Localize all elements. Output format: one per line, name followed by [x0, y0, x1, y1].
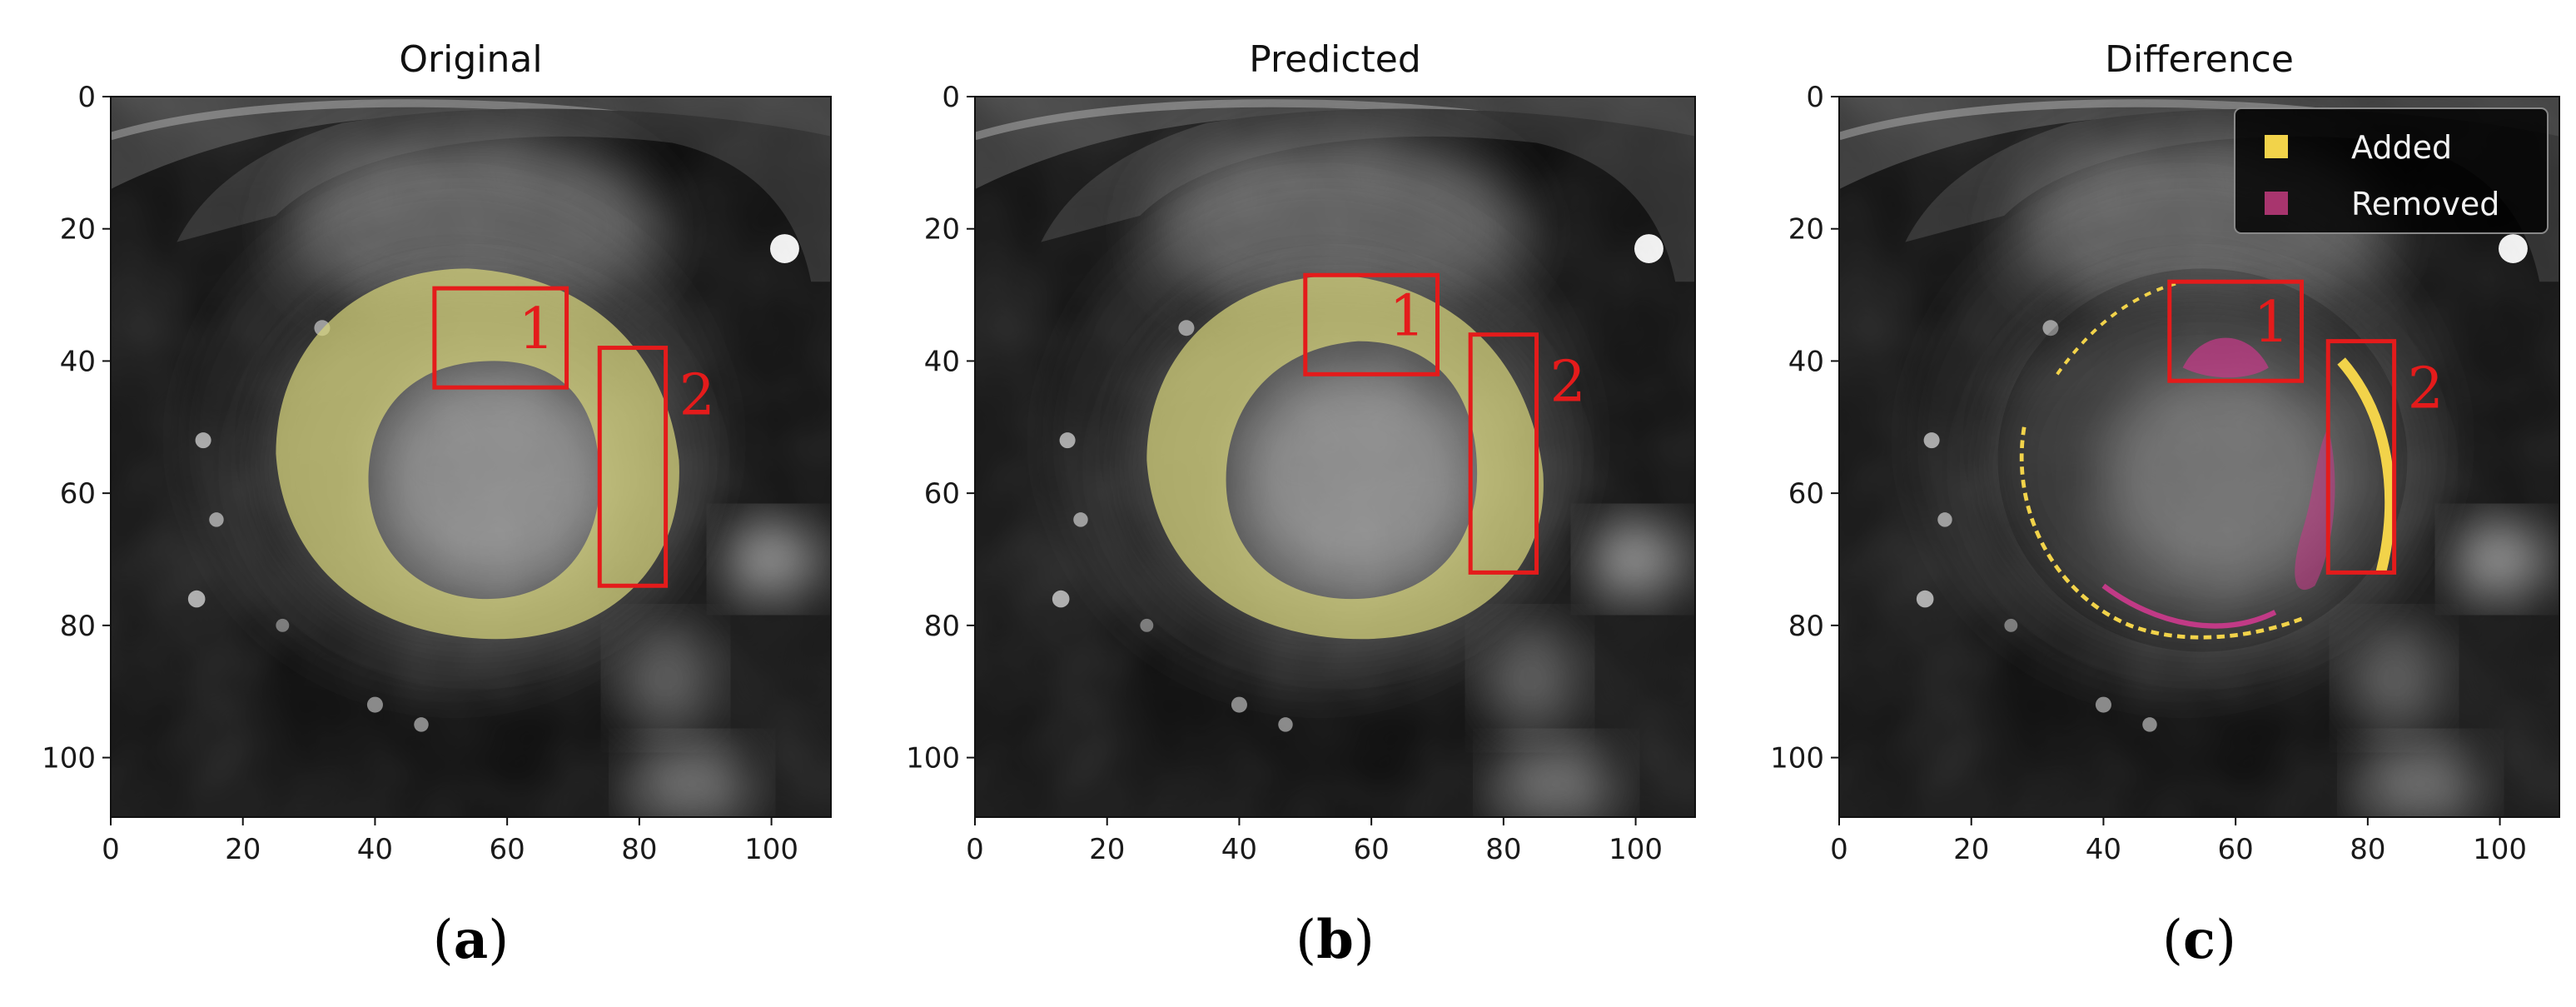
legend: Added Removed [2234, 107, 2549, 234]
axes-frame [974, 96, 1696, 818]
y-tick-label: 80 [1788, 610, 1824, 643]
region-label-1: 1 [2254, 290, 2290, 356]
x-tick-label: 100 [744, 833, 798, 866]
y-tick-label: 100 [1770, 742, 1824, 775]
added-contour [2019, 426, 2303, 640]
y-tick-label: 80 [60, 610, 96, 643]
y-tick-label: 40 [924, 345, 960, 378]
x-tick-label: 20 [1089, 833, 1125, 866]
x-tick-label: 20 [1953, 833, 1989, 866]
x-tick-label: 0 [1830, 833, 1848, 866]
x-tick-label: 40 [357, 833, 393, 866]
region-box-2 [597, 346, 669, 588]
x-tick-label: 80 [2350, 833, 2385, 866]
y-tick-label: 20 [60, 213, 96, 247]
legend-label-added: Added [2351, 129, 2452, 166]
panel-caption: (c) [2162, 909, 2236, 971]
x-tick-label: 40 [2086, 833, 2121, 866]
panel-title: Predicted [1249, 38, 1421, 81]
region-box-1 [1303, 272, 1440, 376]
region-box-1 [2167, 279, 2305, 383]
added-contour [2056, 280, 2184, 376]
y-tick-label: 60 [60, 477, 96, 511]
panel-caption-letter: c [2183, 909, 2215, 971]
x-tick-label: 0 [102, 833, 120, 866]
region-label-1: 1 [519, 297, 554, 362]
region-box-2 [1468, 332, 1539, 575]
region-label-1: 1 [1390, 283, 1425, 349]
x-tick-label: 80 [1485, 833, 1521, 866]
region-label-2: 2 [2408, 356, 2444, 422]
y-tick-label: 80 [924, 610, 960, 643]
removed-contour [2101, 583, 2277, 629]
region-box-1 [432, 286, 569, 390]
x-tick-label: 100 [2473, 833, 2527, 866]
removed-region [2295, 426, 2335, 591]
legend-swatch-added [2265, 135, 2288, 158]
x-tick-label: 60 [1354, 833, 1390, 866]
panel-caption: (b) [1295, 909, 1375, 971]
y-tick-label: 20 [924, 213, 960, 247]
y-tick-label: 60 [1788, 477, 1824, 511]
panel-title: Difference [2105, 38, 2294, 81]
panel-title: Original [399, 38, 542, 81]
x-tick-label: 60 [490, 833, 525, 866]
axes-frame [110, 96, 832, 818]
x-tick-label: 100 [1609, 833, 1663, 866]
mri-image [111, 97, 831, 824]
x-tick-label: 40 [1221, 833, 1257, 866]
y-tick-label: 0 [1806, 81, 1824, 114]
x-tick-label: 20 [225, 833, 261, 866]
segmentation-mask [276, 268, 679, 640]
y-tick-label: 100 [906, 742, 960, 775]
panel-caption: (a) [433, 909, 509, 971]
x-tick-label: 60 [2218, 833, 2254, 866]
mri-image [975, 97, 1695, 824]
y-tick-label: 0 [942, 81, 960, 114]
region-label-2: 2 [679, 363, 715, 429]
removed-region [2182, 337, 2269, 378]
y-tick-label: 100 [42, 742, 96, 775]
region-box-2 [2325, 339, 2397, 575]
added-contour [2337, 357, 2395, 574]
panel-caption-letter: a [454, 909, 488, 971]
legend-label-removed: Removed [2351, 186, 2499, 222]
segmentation-mask [1146, 275, 1544, 640]
x-tick-label: 0 [966, 833, 984, 866]
y-tick-label: 0 [77, 81, 96, 114]
y-tick-label: 40 [1788, 345, 1824, 378]
axes-frame [1838, 96, 2560, 818]
mri-image [1839, 97, 2559, 824]
y-tick-label: 60 [924, 477, 960, 511]
y-tick-label: 20 [1788, 213, 1824, 247]
legend-swatch-removed [2265, 192, 2288, 215]
panel-caption-letter: b [1316, 909, 1354, 971]
y-tick-label: 40 [60, 345, 96, 378]
x-tick-label: 80 [621, 833, 657, 866]
region-label-2: 2 [1550, 350, 1586, 416]
